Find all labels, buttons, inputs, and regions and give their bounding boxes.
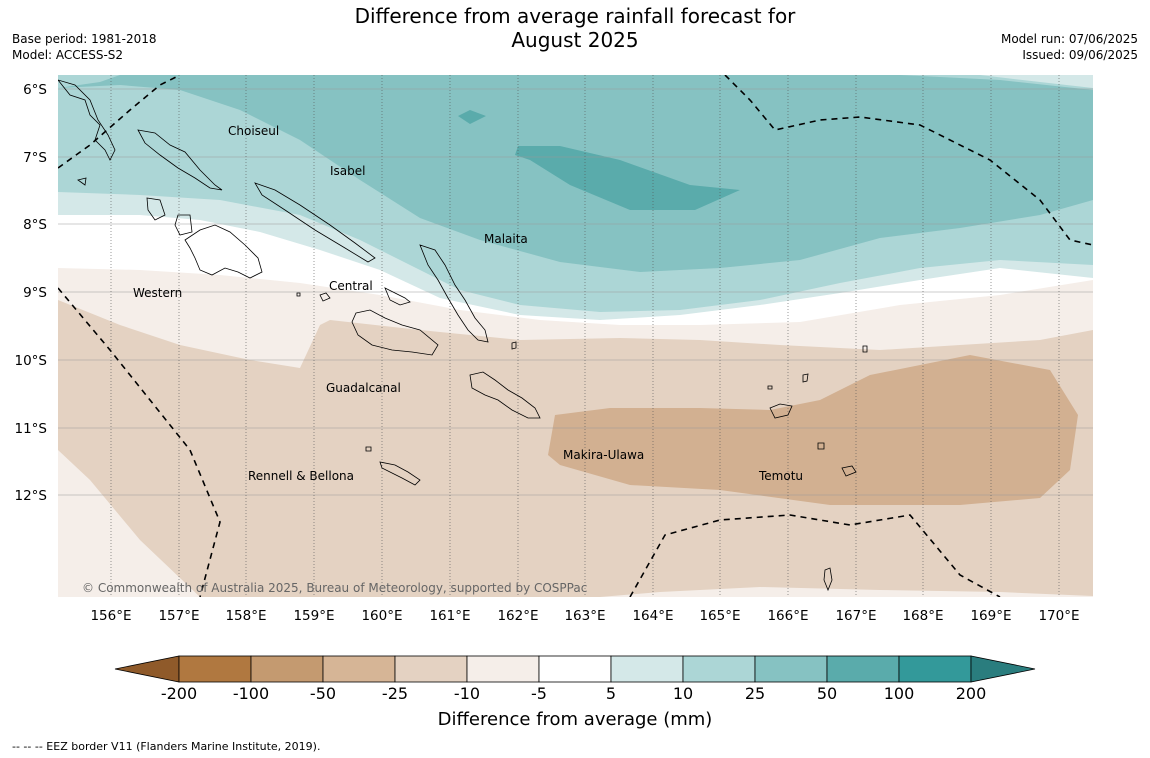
field-minus50 xyxy=(548,355,1078,505)
lat-tick-label: 7°S xyxy=(23,150,47,166)
colorbar-title: Difference from average (mm) xyxy=(437,709,713,730)
colorbar-extend-high xyxy=(970,655,1036,683)
colorbar-swatch xyxy=(538,655,612,683)
colorbar-tick: 10 xyxy=(673,684,693,703)
meridians xyxy=(110,75,1060,597)
lon-tick-label: 159°E xyxy=(293,608,334,624)
colorbar-swatch xyxy=(394,655,468,683)
region-labels: Choiseul Isabel Malaita Western Central … xyxy=(133,124,803,483)
lon-tick-label: 158°E xyxy=(225,608,266,624)
lat-axis: 6°S 7°S 8°S 9°S 10°S 11°S 12°S xyxy=(15,82,48,504)
region-label-central: Central xyxy=(329,279,373,293)
colorbar-swatch xyxy=(682,655,756,683)
title-line-1: Difference from average rainfall forecas… xyxy=(354,4,796,28)
base-period: Base period: 1981-2018 xyxy=(12,32,157,46)
lon-tick-label: 167°E xyxy=(835,608,876,624)
colorbar-tick: -5 xyxy=(531,684,547,703)
region-label-malaita: Malaita xyxy=(484,232,528,246)
eez-border xyxy=(58,75,1093,597)
field-plus50 xyxy=(515,146,740,210)
lon-tick-label: 163°E xyxy=(564,608,605,624)
region-label-isabel: Isabel xyxy=(330,164,365,178)
copyright-notice: © Commonwealth of Australia 2025, Bureau… xyxy=(82,581,587,595)
colorbar-swatch xyxy=(322,655,396,683)
region-label-guadalcanal: Guadalcanal xyxy=(326,381,401,395)
region-label-western: Western xyxy=(133,286,182,300)
region-label-temotu: Temotu xyxy=(758,469,803,483)
meta-left: Base period: 1981-2018 Model: ACCESS-S2 xyxy=(12,31,157,63)
lat-tick-label: 9°S xyxy=(23,285,47,301)
colorbar-swatch xyxy=(610,655,684,683)
lon-tick-label: 164°E xyxy=(632,608,673,624)
colorbar-tick: 25 xyxy=(745,684,765,703)
region-label-rennell-bellona: Rennell & Bellona xyxy=(248,469,354,483)
colorbar-swatch xyxy=(250,655,324,683)
grid-lines xyxy=(58,88,1093,496)
colorbar-tick: 200 xyxy=(956,684,987,703)
map-frame xyxy=(58,75,1093,597)
lat-tick-label: 12°S xyxy=(15,488,48,504)
colorbar-tick: -100 xyxy=(233,684,269,703)
field-plus50-small xyxy=(458,110,486,124)
colorbar-tick: 50 xyxy=(817,684,837,703)
colorbar-tick: 5 xyxy=(606,684,616,703)
lon-tick-label: 160°E xyxy=(361,608,402,624)
colorbar-tick: -10 xyxy=(454,684,480,703)
field-minus10-sw xyxy=(58,450,200,597)
coastlines xyxy=(58,79,868,592)
issued-date: Issued: 09/06/2025 xyxy=(1022,48,1138,62)
map-title: Difference from average rainfall forecas… xyxy=(0,4,1150,52)
colorbar-tick: 100 xyxy=(884,684,915,703)
colorbar-extend-low xyxy=(114,655,180,683)
lon-axis: 156°E 157°E 158°E 159°E 160°E 161°E 162°… xyxy=(90,608,1079,624)
lat-tick-label: 10°S xyxy=(15,353,48,369)
colorbar-tick: -50 xyxy=(310,684,336,703)
lat-tick-label: 11°S xyxy=(15,421,48,437)
lat-tick-label: 8°S xyxy=(23,217,47,233)
colorbar-tick: -25 xyxy=(382,684,408,703)
lon-tick-label: 169°E xyxy=(970,608,1011,624)
lon-tick-label: 156°E xyxy=(90,608,131,624)
title-line-2: August 2025 xyxy=(511,28,639,52)
colorbar-swatch xyxy=(178,655,252,683)
region-label-makira-ulawa: Makira-Ulawa xyxy=(563,448,644,462)
lon-tick-label: 161°E xyxy=(429,608,470,624)
lon-tick-label: 168°E xyxy=(902,608,943,624)
meta-right: Model run: 07/06/2025 Issued: 09/06/2025 xyxy=(1001,31,1138,63)
lon-tick-label: 162°E xyxy=(497,608,538,624)
colorbar-swatch xyxy=(898,655,972,683)
field-plus5-ne xyxy=(980,75,1093,88)
model-run: Model run: 07/06/2025 xyxy=(1000,32,1138,46)
region-label-choiseul: Choiseul xyxy=(228,124,279,138)
eez-footnote: -- -- -- EEZ border V11 (Flanders Marine… xyxy=(12,740,321,753)
colorbar-swatch xyxy=(754,655,828,683)
lon-tick-label: 166°E xyxy=(767,608,808,624)
lon-tick-label: 170°E xyxy=(1038,608,1079,624)
colorbar-tick-labels: -200 -100 -50 -25 -10 -5 5 10 25 50 100 … xyxy=(161,684,986,703)
field-minus10-s xyxy=(600,587,1093,597)
model-name: Model: ACCESS-S2 xyxy=(12,48,124,62)
colorbar-tick: -200 xyxy=(161,684,197,703)
colorbar-swatch xyxy=(826,655,900,683)
lon-tick-label: 157°E xyxy=(158,608,199,624)
colorbar-swatch xyxy=(466,655,540,683)
lat-tick-label: 6°S xyxy=(23,82,47,98)
colorbar xyxy=(114,655,1036,683)
lon-tick-label: 165°E xyxy=(699,608,740,624)
